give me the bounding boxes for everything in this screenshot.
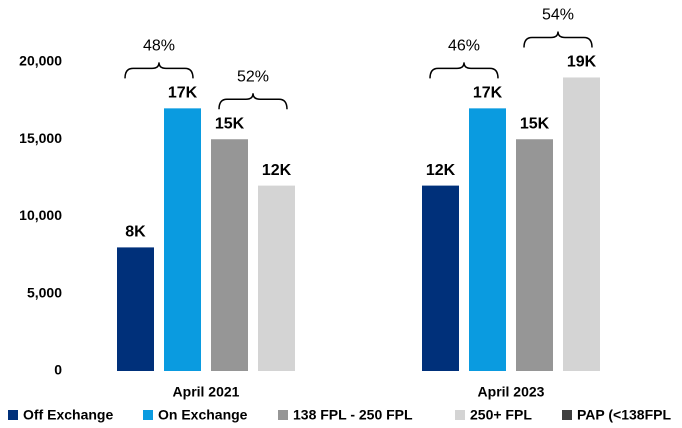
value-label: 17K: [473, 85, 503, 102]
value-label: 8K: [125, 224, 146, 241]
legend-swatch: [8, 410, 18, 420]
x-tick-label: April 2023: [478, 384, 545, 400]
bar: [563, 77, 600, 371]
y-tick-label: 10,000: [19, 207, 62, 223]
legend-swatch: [278, 410, 288, 420]
legend-swatch: [562, 410, 572, 420]
value-label: 15K: [215, 115, 245, 132]
legend-label: On Exchange: [158, 407, 248, 423]
y-tick-label: 20,000: [19, 53, 62, 69]
brace: [124, 62, 194, 79]
annotation: 48%: [143, 38, 175, 55]
value-label: 15K: [520, 115, 550, 132]
legend-label: PAP (<138FPL: [577, 407, 671, 423]
legend-swatch: [455, 410, 465, 420]
y-tick-label: 15,000: [19, 130, 62, 146]
value-label: 12K: [426, 162, 456, 179]
value-label: 12K: [262, 162, 292, 179]
legend-swatch: [143, 410, 153, 420]
bar: [422, 185, 459, 371]
legend-label: 250+ FPL: [470, 407, 532, 423]
bar: [211, 139, 248, 371]
bar: [469, 108, 506, 371]
bar: [258, 185, 295, 371]
annotation: 46%: [448, 38, 480, 55]
legend-label: 138 FPL - 250 FPL: [293, 407, 413, 423]
bar: [164, 108, 201, 371]
brace: [218, 93, 288, 110]
brace: [523, 31, 593, 48]
value-label: 17K: [168, 85, 198, 102]
annotation: 54%: [542, 7, 574, 24]
value-label: 19K: [567, 54, 597, 71]
annotation: 52%: [237, 68, 269, 85]
bar: [117, 247, 154, 371]
y-tick-label: 5,000: [27, 284, 62, 300]
legend-label: Off Exchange: [23, 407, 113, 423]
bar: [516, 139, 553, 371]
x-tick-label: April 2021: [173, 384, 240, 400]
brace: [429, 62, 499, 79]
y-tick-label: 0: [54, 362, 62, 378]
